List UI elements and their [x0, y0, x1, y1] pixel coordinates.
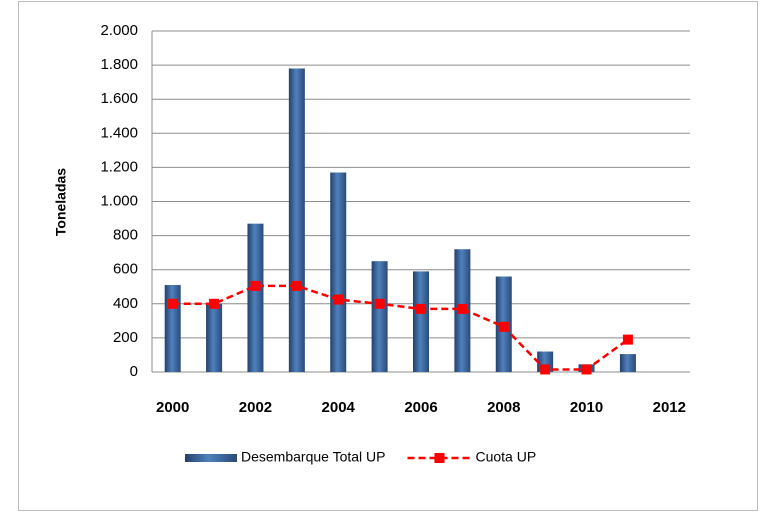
marker: [457, 303, 468, 314]
y-tick-label: 1.400: [100, 124, 138, 141]
bar: [371, 261, 388, 372]
marker: [291, 280, 302, 291]
marker: [167, 298, 178, 309]
y-tick-label: 600: [113, 261, 138, 278]
x-tick-label: 2002: [239, 399, 272, 416]
y-tick-label: 200: [113, 329, 138, 346]
y-tick-label: 1.200: [100, 158, 138, 175]
y-tick-label: 0: [130, 363, 138, 380]
marker: [622, 334, 633, 345]
marker: [250, 280, 261, 291]
marker: [498, 321, 509, 332]
bar: [619, 354, 636, 372]
x-tick-label: 2010: [570, 399, 603, 416]
legend-symbol: [185, 454, 237, 462]
marker: [374, 298, 385, 309]
legend-symbol: [434, 453, 445, 463]
bar: [247, 223, 264, 372]
bar: [164, 285, 181, 372]
y-axis-label: Toneladas: [53, 168, 69, 236]
marker: [209, 298, 220, 309]
bar: [288, 68, 305, 372]
legend-label: Desembarque Total UP: [241, 449, 385, 465]
y-tick-label: 1.000: [100, 192, 138, 209]
x-tick-label: 2012: [653, 399, 686, 416]
x-tick-label: 2004: [322, 399, 356, 416]
x-tick-label: 2006: [404, 399, 437, 416]
marker: [540, 364, 551, 375]
legend-label: Cuota UP: [475, 449, 536, 465]
y-tick-label: 400: [113, 295, 138, 312]
bar: [413, 271, 429, 372]
x-tick-label: 2000: [156, 399, 189, 416]
bar: [206, 303, 223, 372]
x-tick-label: 2008: [487, 399, 520, 416]
marker: [333, 294, 344, 305]
y-tick-label: 2.000: [100, 22, 138, 39]
bar: [330, 172, 347, 372]
y-tick-label: 800: [113, 227, 138, 244]
line: [172, 284, 629, 371]
marker: [416, 303, 426, 314]
y-tick-label: 1.600: [100, 90, 138, 107]
chart-border: [18, 1, 758, 511]
y-tick-label: 1.800: [100, 56, 138, 73]
marker: [581, 364, 592, 375]
